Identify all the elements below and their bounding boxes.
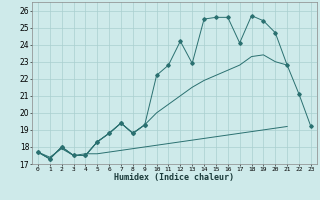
X-axis label: Humidex (Indice chaleur): Humidex (Indice chaleur) [115, 173, 234, 182]
